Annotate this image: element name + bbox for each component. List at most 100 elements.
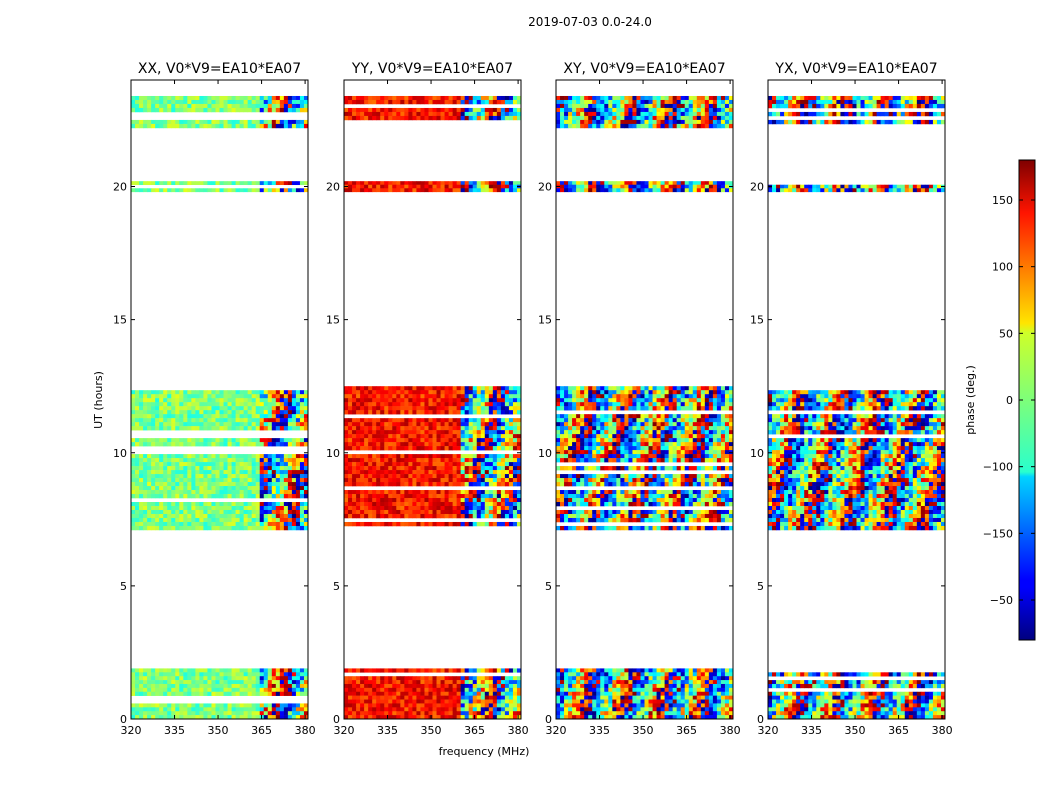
phase-cell bbox=[428, 430, 433, 435]
phase-cell bbox=[283, 418, 289, 423]
phase-cell bbox=[299, 513, 305, 519]
phase-cell bbox=[231, 703, 236, 708]
phase-cell bbox=[171, 454, 176, 459]
phase-cell bbox=[275, 490, 281, 495]
phase-cell bbox=[348, 715, 353, 720]
phase-cell bbox=[203, 490, 208, 495]
phase-cell bbox=[187, 521, 192, 527]
phase-cell bbox=[372, 687, 377, 693]
x-tick-label: 365 bbox=[464, 724, 485, 737]
phase-cell bbox=[207, 402, 212, 407]
phase-cell bbox=[476, 181, 482, 186]
phase-cell bbox=[376, 115, 381, 121]
phase-cell bbox=[644, 680, 649, 685]
phase-cell bbox=[648, 687, 653, 693]
phase-cell bbox=[512, 506, 518, 511]
phase-cell bbox=[448, 683, 454, 689]
phase-cell bbox=[203, 181, 208, 186]
phase-cell bbox=[219, 482, 224, 487]
phase-cell bbox=[704, 695, 710, 700]
phase-cell bbox=[384, 680, 389, 685]
phase-cell bbox=[352, 426, 357, 431]
phase-cell bbox=[191, 442, 196, 447]
phase-cell bbox=[179, 672, 184, 677]
phase-cell bbox=[215, 517, 220, 523]
phase-cell bbox=[219, 680, 224, 685]
phase-cell bbox=[183, 676, 188, 681]
phase-cell bbox=[187, 414, 192, 419]
phase-cell bbox=[171, 517, 176, 523]
phase-cell bbox=[676, 687, 682, 693]
phase-cell bbox=[364, 691, 369, 696]
phase-cell bbox=[291, 509, 297, 515]
phase-cell bbox=[155, 462, 160, 467]
phase-cell bbox=[227, 410, 232, 415]
phase-cell bbox=[444, 509, 449, 515]
phase-cell bbox=[195, 103, 200, 109]
phase-cell bbox=[368, 703, 373, 708]
phase-cell bbox=[283, 426, 289, 431]
phase-cell bbox=[488, 521, 494, 527]
phase-cell bbox=[299, 687, 305, 693]
phase-cell bbox=[372, 494, 377, 499]
phase-cell bbox=[408, 498, 413, 503]
phase-cell bbox=[211, 680, 216, 685]
phase-cell bbox=[255, 442, 261, 447]
phase-cell bbox=[484, 386, 490, 391]
phase-cell bbox=[207, 687, 212, 693]
phase-cell bbox=[452, 470, 458, 475]
phase-cell bbox=[147, 668, 152, 673]
phase-cell bbox=[255, 482, 261, 487]
phase-cell bbox=[484, 509, 490, 515]
phase-cell bbox=[303, 462, 309, 467]
phase-cell bbox=[512, 466, 518, 471]
phase-cell bbox=[211, 474, 216, 479]
phase-cell bbox=[215, 107, 220, 113]
phase-cell bbox=[380, 438, 385, 443]
phase-cell bbox=[416, 418, 421, 423]
phase-cell bbox=[680, 683, 686, 689]
phase-cell bbox=[243, 691, 249, 696]
phase-cell bbox=[516, 498, 522, 503]
phase-cell bbox=[500, 703, 506, 708]
phase-cell bbox=[404, 494, 409, 499]
phase-cell bbox=[263, 707, 269, 712]
phase-cell bbox=[147, 438, 152, 443]
phase-cell bbox=[239, 454, 245, 459]
phase-cell bbox=[368, 506, 373, 511]
phase-cell bbox=[492, 466, 498, 471]
phase-cell bbox=[456, 474, 462, 479]
phase-cell bbox=[235, 438, 241, 443]
phase-cell bbox=[179, 502, 184, 507]
phase-cell bbox=[203, 683, 208, 689]
phase-cell bbox=[352, 466, 357, 471]
phase-cell bbox=[299, 494, 305, 499]
phase-cell bbox=[352, 521, 357, 527]
phase-cell bbox=[488, 454, 494, 459]
y-tick-label: 20 bbox=[113, 181, 127, 194]
phase-cell bbox=[424, 470, 429, 475]
phase-cell bbox=[275, 462, 281, 467]
phase-cell bbox=[684, 691, 690, 696]
phase-cell bbox=[155, 470, 160, 475]
phase-cell bbox=[496, 422, 502, 427]
phase-cell bbox=[139, 410, 144, 415]
phase-cell bbox=[372, 502, 377, 507]
phase-cell bbox=[207, 676, 212, 681]
phase-cell bbox=[259, 676, 265, 681]
phase-cell bbox=[456, 454, 462, 459]
phase-cell bbox=[516, 506, 522, 511]
phase-cell bbox=[275, 687, 281, 693]
phase-cell bbox=[243, 95, 249, 101]
phase-cell bbox=[484, 513, 490, 519]
phase-cell bbox=[464, 99, 470, 105]
phase-cell bbox=[468, 410, 474, 415]
phase-cell bbox=[231, 398, 236, 403]
phase-cell bbox=[676, 711, 682, 716]
phase-cell bbox=[151, 711, 156, 716]
phase-cell bbox=[404, 668, 409, 673]
phase-cell bbox=[696, 699, 702, 704]
phase-cell bbox=[151, 683, 156, 689]
phase-cell bbox=[480, 711, 486, 716]
phase-cell bbox=[279, 474, 285, 479]
